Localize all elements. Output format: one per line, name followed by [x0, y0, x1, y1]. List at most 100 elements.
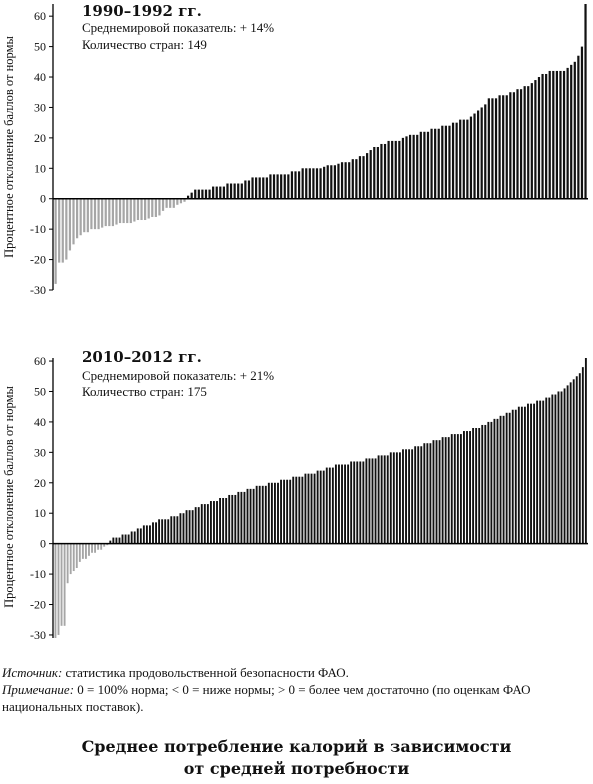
note-text: 0 = 100% норма; < 0 = ниже нормы; > 0 = …: [2, 682, 531, 714]
bar: [228, 494, 231, 544]
bar: [126, 198, 129, 224]
bar: [438, 440, 441, 544]
bar: [295, 476, 298, 544]
bar: [417, 446, 420, 544]
bar: [437, 128, 440, 199]
bar: [530, 403, 532, 544]
bar: [383, 143, 387, 199]
bar: [225, 498, 228, 544]
bar: [536, 400, 539, 544]
bar: [541, 73, 544, 199]
bar: [104, 198, 107, 227]
bar: [312, 168, 315, 199]
y-tick-label: 0: [40, 537, 46, 551]
bar: [386, 455, 389, 544]
bar: [108, 198, 111, 227]
bar: [84, 543, 87, 559]
y-tick-label: 40: [34, 415, 46, 429]
bar: [267, 482, 270, 544]
bar: [548, 70, 551, 199]
figure-caption: Среднее потребление калорий в зависимост…: [0, 736, 593, 780]
bar: [222, 498, 225, 544]
bar: [164, 519, 167, 544]
bar: [466, 119, 469, 199]
bar: [100, 543, 103, 550]
bar: [505, 95, 508, 199]
bar: [179, 513, 182, 544]
bar: [209, 501, 212, 544]
bar: [290, 171, 294, 199]
bar: [103, 543, 106, 547]
bar: [54, 198, 57, 284]
bar: [344, 464, 346, 544]
bar: [392, 452, 395, 544]
y-tick-label: -30: [30, 628, 46, 642]
bar: [72, 543, 75, 572]
bar: [246, 488, 249, 544]
bar: [197, 507, 200, 544]
bar: [323, 166, 326, 199]
bar: [145, 525, 148, 544]
bar: [383, 455, 386, 544]
bar: [206, 504, 209, 544]
bar: [86, 198, 89, 233]
bar: [408, 134, 412, 199]
bar: [63, 543, 66, 626]
bar: [395, 452, 398, 544]
charts-canvas: -30 -20 -10 0 10 20 30 40 50 60 Процентное отклоне…: [2, 2, 588, 642]
bar: [551, 394, 554, 544]
bar: [66, 543, 69, 584]
bar: [487, 98, 490, 199]
bar: [366, 153, 369, 199]
bar: [258, 485, 261, 544]
bar: [475, 428, 478, 544]
bar: [350, 461, 353, 544]
chart-panel-2: -30 -20 -10 0 10 20 30 40 50 60 Процентное отклоне…: [2, 348, 588, 642]
bar: [255, 485, 258, 544]
bar: [240, 183, 243, 199]
bar: [292, 476, 295, 544]
bar: [97, 543, 100, 550]
bar: [208, 189, 211, 199]
bar: [265, 177, 268, 199]
bar: [270, 482, 273, 544]
bar: [319, 470, 322, 544]
bar: [581, 367, 584, 544]
bar: [480, 107, 483, 199]
bar: [139, 528, 142, 544]
bar: [172, 198, 175, 208]
bar: [111, 198, 115, 227]
y-tick-label: 20: [34, 476, 46, 490]
bar: [519, 89, 523, 199]
source-text: статистика продовольственной безопасност…: [62, 665, 349, 680]
bar: [272, 174, 276, 199]
bar: [559, 70, 562, 199]
bar: [136, 198, 140, 221]
bar: [434, 128, 437, 199]
chart-title: 1990–1992 гг.: [82, 2, 202, 20]
bar: [233, 183, 236, 199]
source-label: Источник:: [2, 665, 63, 680]
bar: [133, 531, 136, 544]
bar: [487, 421, 490, 544]
bar: [499, 415, 502, 544]
bar: [344, 162, 347, 199]
bar: [301, 476, 304, 544]
bar: [426, 131, 430, 199]
bar: [167, 519, 170, 544]
bar: [258, 177, 261, 199]
bar: [580, 46, 584, 199]
bar: [423, 131, 426, 199]
bar: [539, 400, 542, 544]
bar: [358, 156, 362, 199]
bar: [75, 543, 78, 568]
bar: [298, 476, 301, 544]
bar: [144, 198, 147, 221]
y-tick-label: 30: [34, 445, 46, 459]
bar: [289, 479, 292, 544]
bar: [90, 198, 93, 230]
bar: [204, 189, 208, 199]
bar: [402, 449, 404, 544]
bar: [359, 461, 362, 544]
bar: [484, 104, 487, 199]
